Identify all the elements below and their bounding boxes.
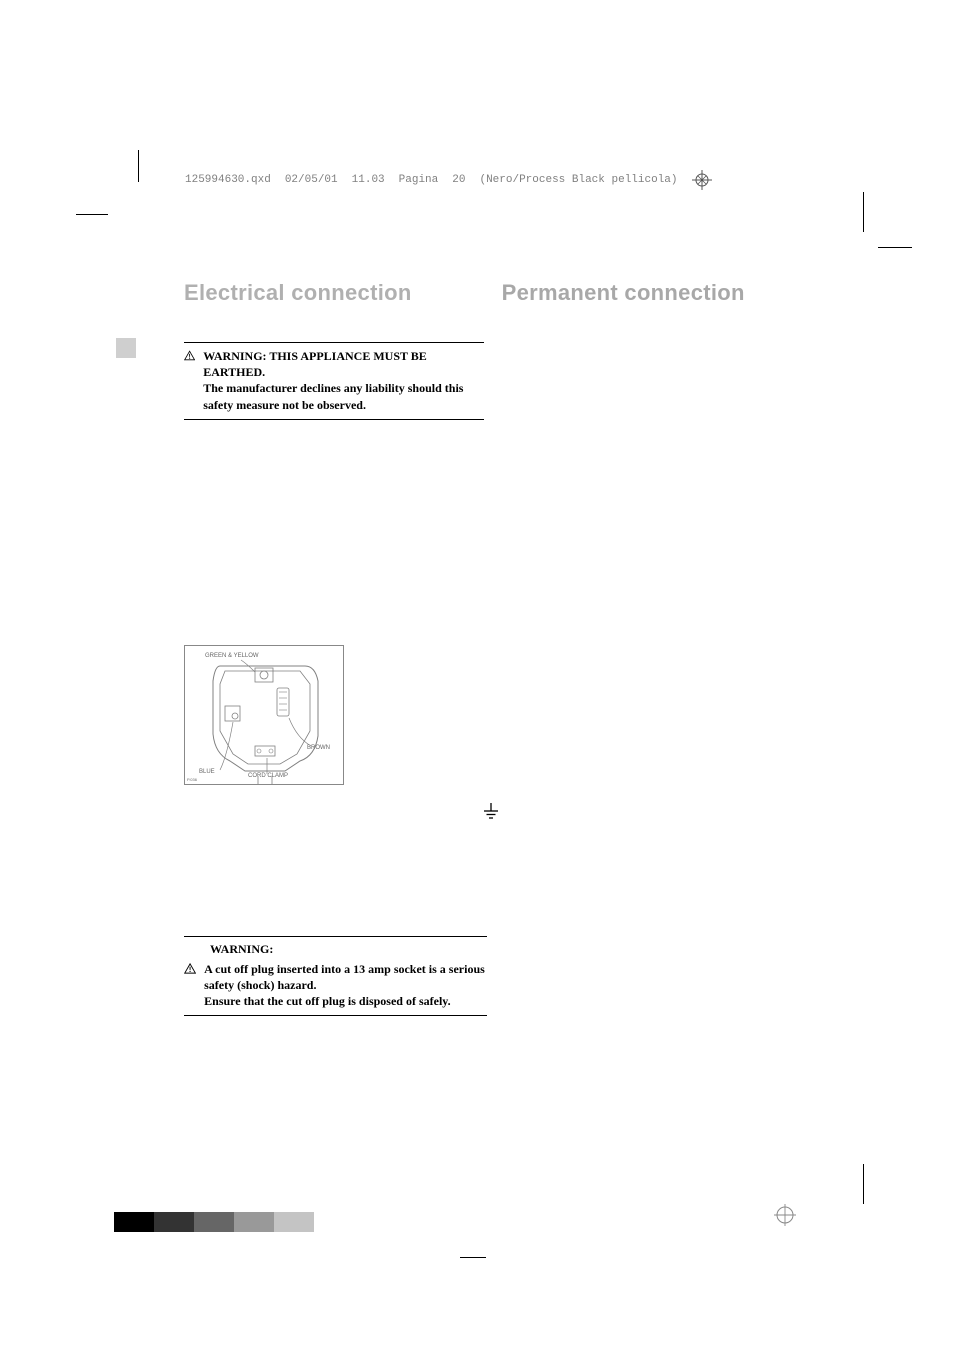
- section-headings: Electrical connection Permanent connecti…: [184, 280, 804, 306]
- warning-cutoff-line1: A cut off plug inserted into a 13 amp so…: [204, 962, 485, 992]
- footer-square: [214, 1212, 234, 1232]
- crop-mark: [460, 1257, 486, 1258]
- warning-cutoff-text: A cut off plug inserted into a 13 amp so…: [204, 961, 487, 1010]
- warning-earthed-body: The manufacturer declines any liability …: [203, 381, 463, 411]
- registration-circle-icon: [774, 1204, 796, 1226]
- page-content: Electrical connection Permanent connecti…: [184, 280, 804, 1016]
- footer-square: [294, 1212, 314, 1232]
- footer-gradient-strip: [114, 1212, 314, 1232]
- section-heading-permanent: Permanent connection: [502, 280, 745, 306]
- warning-block-earthed: WARNING: THIS APPLIANCE MUST BE EARTHED.…: [184, 342, 484, 420]
- crop-mark: [863, 1164, 864, 1204]
- footer-square: [174, 1212, 194, 1232]
- file-time: 11.03: [352, 174, 385, 186]
- warning-text: WARNING: THIS APPLIANCE MUST BE EARTHED.…: [203, 348, 484, 413]
- footer-square: [114, 1212, 134, 1232]
- plug-diagram-svg: [185, 646, 345, 786]
- warning-icon: [184, 961, 196, 976]
- section-heading-electrical: Electrical connection: [184, 280, 412, 306]
- earth-symbol-icon: [484, 803, 498, 821]
- plug-diagram: GREEN & YELLOW BROWN BLUE CORD CLAMP P.0…: [184, 645, 344, 785]
- page-num: 20: [452, 174, 465, 186]
- crop-mark: [138, 150, 139, 182]
- process-note: (Nero/Process Black pellicola): [479, 174, 677, 186]
- registration-cross-icon: [692, 170, 712, 190]
- footer-square: [154, 1212, 174, 1232]
- warning-cutoff-heading: WARNING:: [210, 942, 487, 957]
- print-header: 125994630.qxd 02/05/01 11.03 Pagina 20 (…: [185, 170, 712, 190]
- warning-earthed-title: WARNING: THIS APPLIANCE MUST BE EARTHED.: [203, 349, 427, 379]
- file-date: 02/05/01: [285, 174, 338, 186]
- filename: 125994630.qxd: [185, 174, 271, 186]
- footer-square: [274, 1212, 294, 1232]
- crop-mark: [863, 192, 864, 232]
- page-label: Pagina: [399, 174, 439, 186]
- footer-square: [194, 1212, 214, 1232]
- side-square: [116, 338, 136, 358]
- warning-icon: [184, 348, 195, 363]
- warning-block-cutoff: WARNING: A cut off plug inserted into a …: [184, 936, 487, 1017]
- footer-square: [254, 1212, 274, 1232]
- footer-square: [134, 1212, 154, 1232]
- footer-square: [234, 1212, 254, 1232]
- crop-mark: [878, 247, 912, 248]
- warning-cutoff-line2: Ensure that the cut off plug is disposed…: [204, 994, 450, 1008]
- crop-mark: [76, 214, 108, 215]
